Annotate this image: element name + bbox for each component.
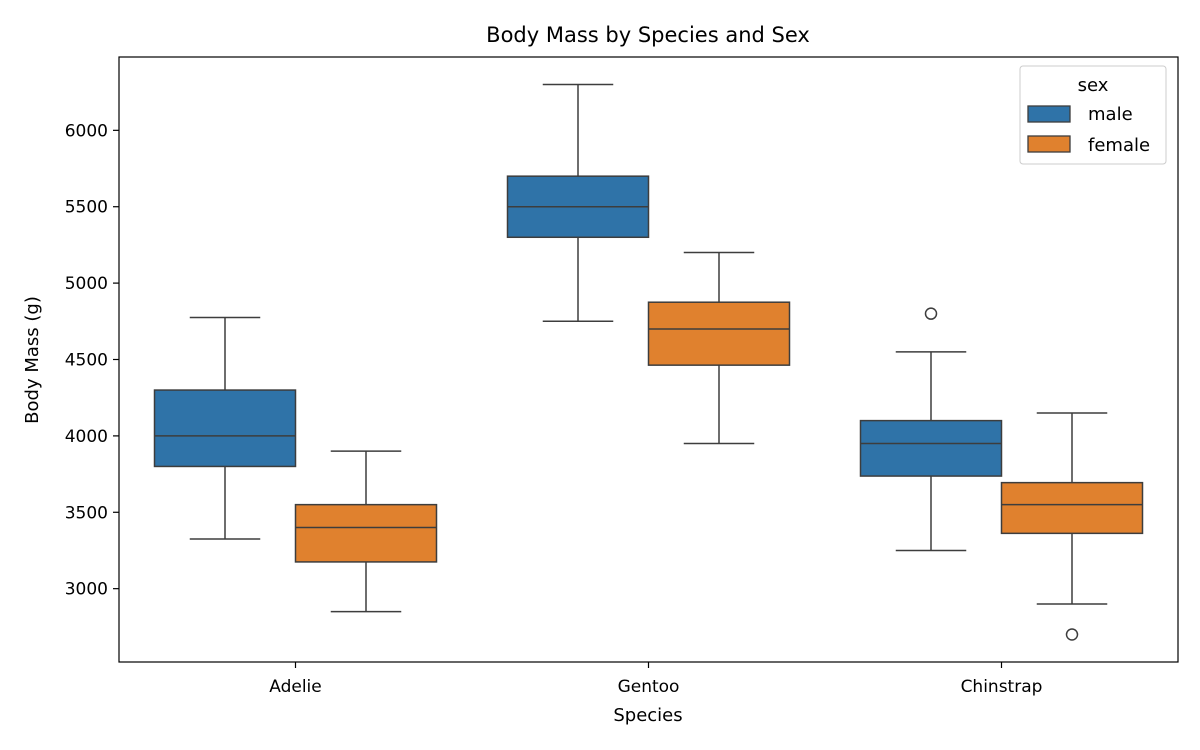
- box-male-adelie: [153, 316, 297, 540]
- legend-title: sex: [1078, 75, 1109, 96]
- x-axis-label: Species: [613, 705, 682, 726]
- y-tick-label: 5500: [65, 198, 108, 218]
- x-tick-label: Gentoo: [618, 677, 680, 697]
- y-axis-label: Body Mass (g): [22, 296, 43, 424]
- box-male-chinstrap: [859, 307, 1003, 552]
- y-tick-label: 3500: [65, 503, 108, 523]
- outlier-point: [1065, 628, 1079, 641]
- legend-swatch-male: [1027, 105, 1071, 123]
- box-body: [647, 301, 791, 366]
- x-axis-ticks: Adelie Gentoo Chinstrap: [269, 662, 1042, 697]
- x-tick-label: Chinstrap: [961, 677, 1043, 697]
- legend: sex male female: [1019, 65, 1167, 165]
- box-plots: [153, 83, 1144, 641]
- box-body: [153, 389, 297, 468]
- y-tick-label: 3000: [65, 580, 108, 600]
- x-tick-label: Adelie: [269, 677, 322, 697]
- outlier-point: [924, 307, 938, 320]
- box-body: [294, 503, 438, 563]
- box-body: [859, 419, 1003, 477]
- chart-title: Body Mass by Species and Sex: [486, 23, 810, 47]
- y-tick-label: 6000: [65, 121, 108, 141]
- box-female-adelie: [294, 450, 438, 613]
- box-female-chinstrap: [1000, 412, 1144, 641]
- box-male-gentoo: [506, 83, 650, 323]
- y-axis-ticks: 3000 3500 4000 4500 5000 5500 6000: [65, 121, 119, 600]
- box-female-gentoo: [647, 251, 791, 445]
- y-tick-label: 4500: [65, 351, 108, 371]
- plot-frame: [118, 56, 1179, 663]
- y-tick-label: 5000: [65, 274, 108, 294]
- legend-label-female: female: [1088, 135, 1150, 156]
- legend-swatch-female: [1027, 135, 1071, 153]
- y-tick-label: 4000: [65, 427, 108, 447]
- legend-label-male: male: [1088, 104, 1133, 125]
- box-body: [1000, 481, 1144, 535]
